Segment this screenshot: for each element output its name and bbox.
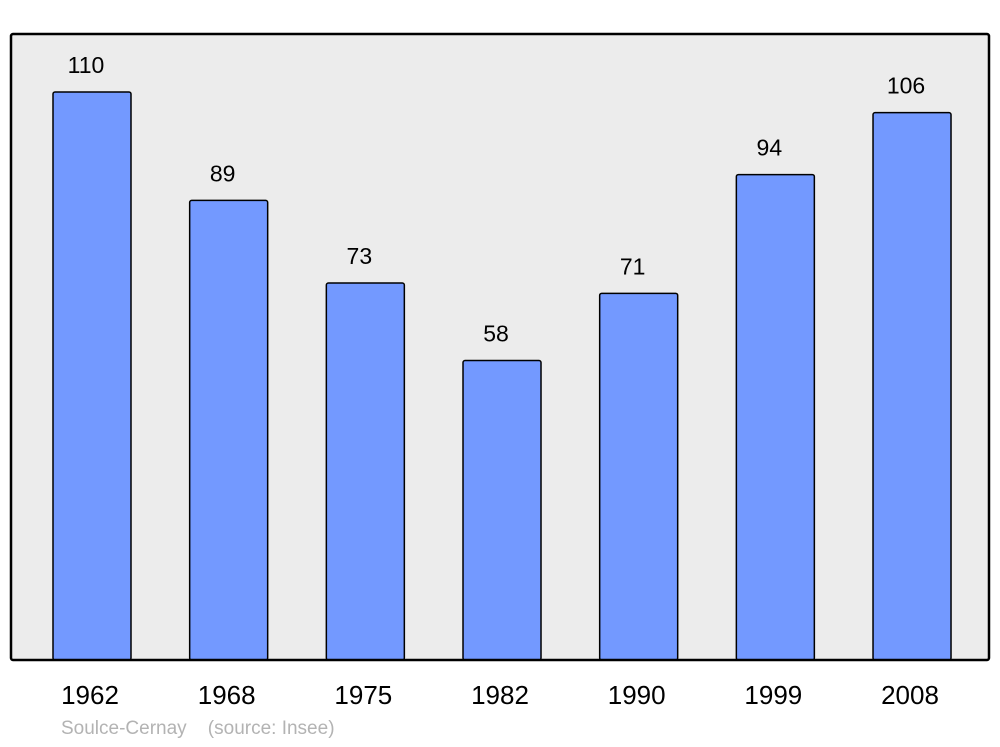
x-tick-label-2008: 2008: [881, 680, 939, 710]
data-label-1982: 58: [483, 321, 509, 347]
bar-2008: [872, 111, 952, 661]
data-label-1975: 73: [347, 243, 373, 269]
bar-1982: [462, 359, 542, 661]
data-label-1962: 110: [68, 52, 105, 78]
bar-1990: [598, 292, 679, 661]
plot-frame: [9, 32, 991, 662]
bar-1968: [188, 199, 269, 661]
x-tick-label-1962: 1962: [61, 680, 119, 710]
x-tick-label-1999: 1999: [744, 680, 802, 710]
source-note: (source: Insee): [207, 718, 335, 739]
place-name: Soulce-Cernay: [61, 718, 187, 739]
x-tick-label-1982: 1982: [471, 680, 529, 710]
x-tick-label-1968: 1968: [198, 680, 256, 710]
bar-1999: [735, 173, 816, 661]
x-tick-label-1990: 1990: [608, 680, 666, 710]
bar-1962: [52, 91, 132, 661]
data-label-1968: 89: [210, 160, 236, 186]
data-label-2008: 106: [887, 73, 925, 99]
chart-footer: Soulce-Cernay (source: Insee): [61, 718, 335, 740]
data-label-1999: 94: [757, 135, 783, 161]
bar-1975: [325, 282, 406, 661]
x-tick-label-1975: 1975: [334, 680, 392, 710]
data-label-1990: 71: [620, 253, 646, 279]
